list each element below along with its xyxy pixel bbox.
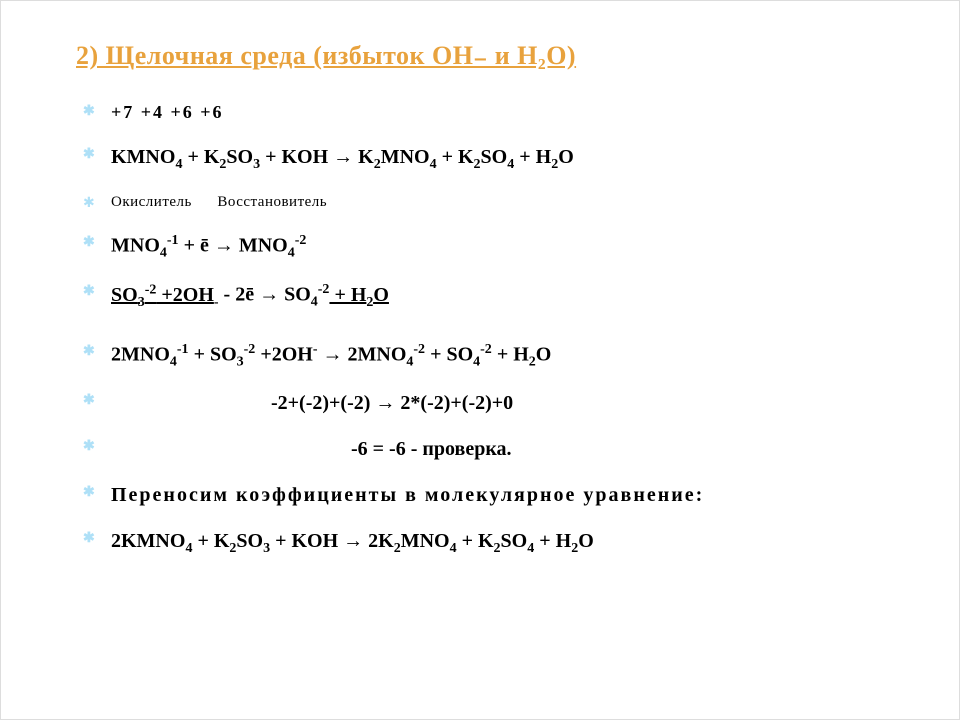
txt: + K <box>457 530 494 552</box>
txt: - 2ē → SO <box>219 284 311 306</box>
txt: + H <box>534 530 571 552</box>
half-reaction-2: SO3-2 +2OH- - 2ē → SO4-2 + H2O <box>111 279 914 313</box>
sup: -2 <box>145 282 157 297</box>
txt: + SO <box>425 343 473 365</box>
sub: 3 <box>237 354 244 369</box>
content-area: +7 +4 +6 +6 KMNO4 + K2SO3 + KOH → K2MNO4… <box>46 99 914 559</box>
charge-balance: -2+(-2)+(-2) → 2*(-2)+(-2)+0 <box>111 388 914 418</box>
txt: KMNO <box>111 146 175 168</box>
oxidizer-label: Окислитель <box>111 194 192 210</box>
sub: 4 <box>311 295 318 310</box>
half-reaction-1: MNO4-1 + ē → MNO4-2 <box>111 230 914 264</box>
sup: -2 <box>413 342 425 357</box>
txt: + K <box>437 146 474 168</box>
txt: + KOH → K <box>260 146 374 168</box>
txt: SO <box>481 146 508 168</box>
txt: + K <box>192 530 229 552</box>
sub: 2 <box>374 157 381 172</box>
sup: -2 <box>318 282 330 297</box>
sub: 4 <box>430 157 437 172</box>
transfer-text: Переносим коэффициенты в молекулярное ур… <box>111 480 914 510</box>
sub: 2 <box>494 541 501 556</box>
ionic-equation: 2MNO4-1 + SO3-2 +2OH- → 2MNO4-2 + SO4-2 … <box>111 339 914 373</box>
txt: O <box>578 530 594 552</box>
oxidizer-reducer: Окислитель Восстановитель <box>111 191 914 214</box>
sup: -2 <box>295 233 307 248</box>
sub: 2 <box>529 354 536 369</box>
sup: -1 <box>177 342 189 357</box>
sub: 4 <box>288 245 295 260</box>
txt: +2OH <box>255 343 313 365</box>
txt: SO <box>501 530 528 552</box>
sub: 2 <box>394 541 401 556</box>
txt: SO <box>226 146 253 168</box>
final-equation: 2KMNO4 + K2SO3 + KOH → 2K2MNO4 + K2SO4 +… <box>111 526 914 559</box>
check-line: -6 = -6 - проверка. <box>111 434 914 464</box>
txt: → 2MNO <box>318 343 407 365</box>
sup: -2 <box>480 342 492 357</box>
reducer-label: Восстановитель <box>217 194 327 210</box>
txt: + H <box>492 343 529 365</box>
txt: MNO <box>401 530 450 552</box>
txt: +2OH <box>156 284 214 306</box>
oxidation-states: +7 +4 +6 +6 <box>111 99 914 126</box>
txt: + H <box>329 284 366 306</box>
txt: O <box>558 146 574 168</box>
sub: 4 <box>450 541 457 556</box>
txt: + H <box>514 146 551 168</box>
sub: 4 <box>170 354 177 369</box>
sub: 3 <box>138 295 145 310</box>
txt: O <box>536 343 552 365</box>
txt: MNO <box>381 146 430 168</box>
sub: 2 <box>474 157 481 172</box>
equation-main: KMNO4 + K2SO3 + KOH → K2MNO4 + K2SO4 + H… <box>111 142 914 175</box>
txt: + KOH → 2K <box>270 530 394 552</box>
txt: MNO <box>111 234 160 256</box>
txt: O <box>373 284 389 306</box>
txt: SO <box>236 530 263 552</box>
txt: + ē → MNO <box>179 234 288 256</box>
sub: 4 <box>160 245 167 260</box>
sup: -1 <box>167 233 179 248</box>
txt: 2MNO <box>111 343 170 365</box>
slide-title: 2) Щелочная среда (избыток OH₋ и H₂O) <box>76 41 914 71</box>
txt: + SO <box>189 343 237 365</box>
txt: 2KMNO <box>111 530 185 552</box>
sup: -2 <box>244 342 256 357</box>
txt: + K <box>182 146 219 168</box>
txt: SO <box>111 284 138 306</box>
